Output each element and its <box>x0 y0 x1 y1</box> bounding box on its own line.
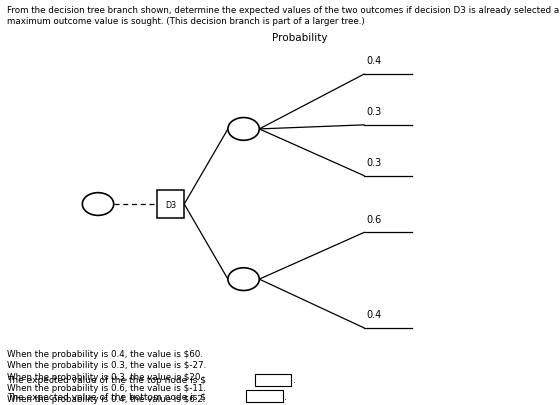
Text: When the probability is 0.3, the value is $-27.: When the probability is 0.3, the value i… <box>7 360 206 369</box>
Circle shape <box>228 118 259 141</box>
Circle shape <box>228 268 259 291</box>
Text: 0.4: 0.4 <box>367 56 382 66</box>
Text: The expected value of the the top node is $: The expected value of the the top node i… <box>7 375 206 384</box>
FancyBboxPatch shape <box>255 374 291 386</box>
Text: When the probability is 0.4, the value is $60.: When the probability is 0.4, the value i… <box>7 349 203 358</box>
Text: maximum outcome value is sought. (This decision branch is part of a larger tree.: maximum outcome value is sought. (This d… <box>7 17 365 26</box>
Text: .: . <box>284 392 287 401</box>
Text: The expected value of the bottom node is $: The expected value of the bottom node is… <box>7 392 206 401</box>
Circle shape <box>82 193 114 216</box>
Text: When the probability is 0.4, the value is $6.2.: When the probability is 0.4, the value i… <box>7 394 205 403</box>
Text: D3: D3 <box>165 200 176 209</box>
Text: 0.3: 0.3 <box>367 157 382 167</box>
Text: 0.4: 0.4 <box>367 309 382 319</box>
Text: When the probability is 0.3, the value is $20.: When the probability is 0.3, the value i… <box>7 372 203 381</box>
Text: When the probability is 0.6, the value is $-11.: When the probability is 0.6, the value i… <box>7 383 206 392</box>
Text: 0.3: 0.3 <box>367 107 382 117</box>
Text: .: . <box>293 375 296 384</box>
FancyBboxPatch shape <box>157 191 184 218</box>
Text: Probability: Probability <box>272 32 328 43</box>
Text: 0.6: 0.6 <box>367 214 382 224</box>
Text: From the decision tree branch shown, determine the expected values of the two ou: From the decision tree branch shown, det… <box>7 6 560 15</box>
FancyBboxPatch shape <box>246 390 283 402</box>
